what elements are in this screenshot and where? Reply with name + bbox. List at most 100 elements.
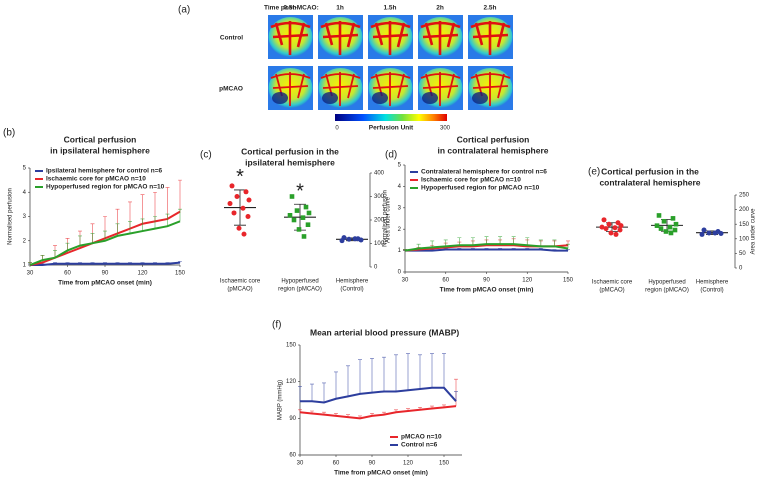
point [668,230,674,236]
error-bar [418,354,422,389]
vessels [470,72,511,106]
time-label: 1.5h [383,5,396,12]
series-line [29,220,181,266]
error-bar [552,239,557,247]
error-bar [358,359,362,394]
error-bar [430,353,434,388]
x-tick-label: (Control) [340,287,363,293]
x-tick-label: 120 [137,271,148,277]
point [301,234,307,239]
vessels [370,72,411,106]
x-tick-label: region (pMCAO) [645,288,689,294]
point [699,231,705,237]
y-tick-label: 2 [23,238,27,244]
x-tick-label: 30 [297,461,304,467]
annotation: * [296,181,304,203]
colorbar-label: 0 [335,126,339,132]
error-bar [140,218,145,232]
x-tick-label: (pMCAO) [599,288,624,294]
y-tick-label: 200 [739,207,750,213]
colorbar-label: 300 [440,126,451,132]
error-bar [457,237,462,246]
y-tick-label: 1 [23,263,27,269]
lesion [372,92,388,104]
point [303,204,309,210]
y-tick-label: 2 [398,227,402,233]
y-tick-label: 3 [23,214,27,220]
vessels [420,21,461,55]
error-bar [394,354,398,392]
point [667,224,673,230]
error-bar [298,386,302,402]
error-bar [65,242,70,251]
x-tick-label: 120 [522,278,533,284]
error-bar [128,221,132,234]
y-tick-label: 4 [398,184,402,190]
y-tick-label: 5 [23,166,27,172]
error-bar [442,353,446,388]
error-bar [310,383,314,402]
panel-label: (c) [200,150,212,161]
panel-label: (e) [588,167,600,178]
y-axis-label: Area under curve [386,196,392,243]
point [603,226,609,232]
point [599,224,605,230]
error-bar [511,236,516,245]
error-bar [382,356,386,392]
panel-label: (f) [272,320,281,331]
y-tick-label: 0 [374,265,378,271]
point [236,225,242,231]
vessels [320,72,361,106]
y-tick-label: 50 [739,251,746,257]
time-label: 2h [436,5,444,12]
y-tick-label: 250 [739,193,750,199]
x-tick-label: Ischaemic core [220,279,261,285]
point [608,230,614,236]
error-bar [498,236,503,245]
chart-title: in ipsilateral hemisphere [50,145,150,155]
lesion [272,92,288,104]
point [300,215,306,220]
y-tick-label: 0 [739,266,743,272]
error-bar [484,236,489,245]
chart-title: ipsilateral hemisphere [245,157,335,167]
error-bar [525,237,530,246]
point [234,194,240,199]
error-bar [443,239,448,247]
legend-label: Contralateral hemisphere for control n=6 [421,169,547,176]
vessels [420,72,461,106]
point [227,201,233,207]
legend-label: Ischaemic core for pMCAO n=10 [421,177,521,184]
point [618,223,624,229]
x-tick-label: (Control) [700,288,723,294]
y-tick-label: 120 [286,379,297,385]
chart-title: contralateral hemisphere [599,177,700,187]
panel-label: (b) [3,128,15,139]
x-tick-label: Hypoperfused [648,280,685,286]
x-tick-label: 60 [442,278,449,284]
y-tick-label: 300 [374,194,385,200]
error-bar [178,261,182,263]
error-bar [322,382,326,403]
y-tick-label: 200 [374,218,385,224]
y-tick-label: 150 [286,343,297,349]
series-line [300,386,457,404]
x-tick-label: (pMCAO) [227,287,252,293]
point [306,210,312,216]
error-bar [178,208,182,222]
lesion [322,92,338,104]
series-line [404,243,569,252]
point [658,226,664,231]
y-tick-label: 400 [374,171,385,177]
y-axis-label: Normalised perfusion [8,188,14,245]
lesion [422,92,438,104]
y-tick-label: 5 [398,163,402,169]
point [296,227,302,232]
error-bar [406,353,410,391]
point [673,221,679,227]
vessels [370,21,411,55]
error-bar [346,365,350,397]
point [245,213,251,219]
panel-label: (a) [178,5,190,16]
chart-title: in contralateral hemisphere [437,145,548,155]
